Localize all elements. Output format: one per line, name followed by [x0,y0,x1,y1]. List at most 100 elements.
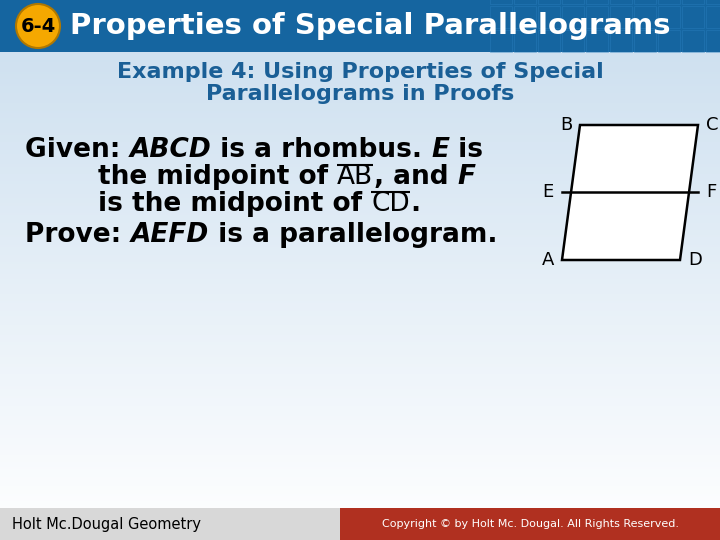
Bar [0,55,720,57]
Bar [0,372,720,374]
Bar [0,403,720,406]
Bar [0,262,720,264]
Bar [0,196,720,198]
Bar [0,455,720,457]
Bar [0,315,720,318]
Text: Example 4: Using Properties of Special: Example 4: Using Properties of Special [117,62,603,82]
Bar [0,435,720,437]
Bar [0,503,720,506]
Bar [0,413,720,416]
Bar [682,30,704,52]
Bar [0,238,720,240]
Bar [0,464,720,467]
Bar [0,386,720,389]
Bar [0,355,720,357]
Bar [0,147,720,150]
Bar [0,460,720,462]
Bar [0,352,720,355]
Text: Copyright © by Holt Mc. Dougal. All Rights Reserved.: Copyright © by Holt Mc. Dougal. All Righ… [382,519,678,529]
Bar [0,394,720,396]
Bar [0,428,720,430]
Bar [0,140,720,142]
Bar [0,59,720,62]
Bar [0,369,720,372]
Bar [0,511,720,513]
Bar [0,150,720,152]
Bar [0,118,720,120]
Bar [682,6,704,28]
Bar [0,310,720,313]
Bar [0,98,720,101]
Bar [0,391,720,394]
Bar [0,259,720,262]
Bar [340,508,720,540]
Bar [0,513,720,516]
Bar [706,6,720,28]
Bar [682,0,704,4]
Bar [0,421,720,423]
Bar [0,320,720,323]
Bar [0,498,720,501]
Bar [0,408,720,411]
Bar [0,535,720,537]
Bar [0,484,720,487]
Bar [0,154,720,157]
Bar [0,487,720,489]
Bar [706,0,720,4]
Text: Properties of Special Parallelograms: Properties of Special Parallelograms [70,12,670,40]
Bar [0,423,720,426]
Circle shape [16,4,60,48]
Bar [0,467,720,469]
Bar [0,96,720,98]
Bar [706,30,720,52]
Text: is: is [449,137,483,163]
Bar [0,501,720,503]
Bar [0,79,720,82]
Bar [0,69,720,71]
Bar [0,84,720,86]
Bar [0,418,720,421]
Bar [0,159,720,162]
Bar [0,57,720,59]
Bar [0,328,720,330]
Bar [0,335,720,338]
Bar [0,113,720,116]
Bar [0,186,720,188]
Bar [0,240,720,242]
Bar [0,281,720,284]
Text: B: B [559,116,572,134]
Bar [0,530,720,532]
Bar [0,303,720,306]
Bar [0,313,720,315]
Bar [0,242,720,245]
Bar [0,528,720,530]
Bar [0,254,720,257]
Bar [490,6,512,28]
Bar [0,269,720,272]
Text: A: A [541,251,554,269]
Bar [0,518,720,521]
Bar [0,218,720,220]
Bar [0,489,720,491]
Bar [538,0,560,4]
Bar [0,347,720,350]
Bar [0,145,720,147]
Bar [0,233,720,235]
Bar [0,116,720,118]
Bar [0,440,720,442]
Bar [0,179,720,181]
Text: F: F [457,164,475,190]
Bar [0,137,720,140]
Bar [0,213,720,215]
Bar [0,172,720,174]
Bar [0,447,720,450]
Bar [0,430,720,433]
Bar [0,71,720,74]
Bar [0,381,720,384]
Text: is the midpoint of: is the midpoint of [25,191,372,217]
Bar [0,108,720,111]
Bar [0,299,720,301]
Bar [0,123,720,125]
Bar [0,235,720,238]
Bar [0,333,720,335]
